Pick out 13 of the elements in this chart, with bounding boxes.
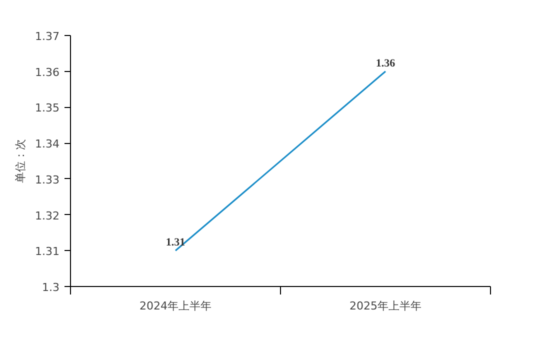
y-tick-label: 1.36 xyxy=(35,66,60,79)
y-tick-label: 1.37 xyxy=(35,30,60,43)
y-tick-label: 1.31 xyxy=(35,245,60,258)
x-tick-label: 2025年上半年 xyxy=(350,300,422,312)
x-tick-label: 2024年上半年 xyxy=(140,300,212,312)
y-axis-title: 单位：次 xyxy=(14,139,28,183)
y-tick-label: 1.32 xyxy=(35,209,60,222)
y-tick-label: 1.34 xyxy=(35,138,60,151)
y-tick-label: 1.35 xyxy=(35,102,60,115)
y-tick-label: 1.33 xyxy=(35,173,60,186)
y-tick-label: 1.3 xyxy=(42,281,60,294)
data-label: 1.31 xyxy=(166,236,186,249)
data-label: 1.36 xyxy=(376,57,396,70)
